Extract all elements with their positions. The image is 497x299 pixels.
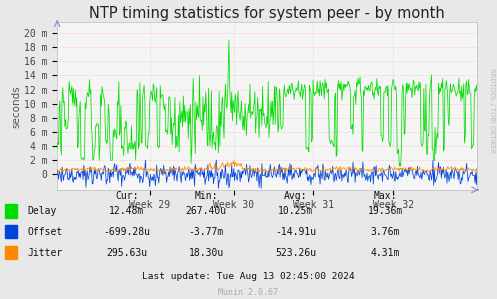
Text: 10.25m: 10.25m [278,206,313,216]
Text: -3.77m: -3.77m [189,227,224,237]
Text: 18.30u: 18.30u [189,248,224,258]
Text: Max:: Max: [373,191,397,201]
Text: Munin 2.0.67: Munin 2.0.67 [219,288,278,297]
Text: RRDTOOL / TOBI OETIKER: RRDTOOL / TOBI OETIKER [489,68,495,153]
Text: -14.91u: -14.91u [275,227,316,237]
Text: Min:: Min: [194,191,218,201]
Title: NTP timing statistics for system peer - by month: NTP timing statistics for system peer - … [89,6,445,21]
Text: Avg:: Avg: [284,191,308,201]
Text: 19.36m: 19.36m [368,206,403,216]
Text: -699.28u: -699.28u [103,227,150,237]
Text: 12.48m: 12.48m [109,206,144,216]
Text: 295.63u: 295.63u [106,248,147,258]
Text: 3.76m: 3.76m [370,227,400,237]
Text: Last update: Tue Aug 13 02:45:00 2024: Last update: Tue Aug 13 02:45:00 2024 [142,272,355,281]
Text: Delay: Delay [27,206,57,216]
Text: 267.40u: 267.40u [186,206,227,216]
Text: Jitter: Jitter [27,248,63,258]
Text: 523.26u: 523.26u [275,248,316,258]
Text: 4.31m: 4.31m [370,248,400,258]
Text: Offset: Offset [27,227,63,237]
Y-axis label: seconds: seconds [11,85,21,127]
Text: Cur:: Cur: [115,191,139,201]
